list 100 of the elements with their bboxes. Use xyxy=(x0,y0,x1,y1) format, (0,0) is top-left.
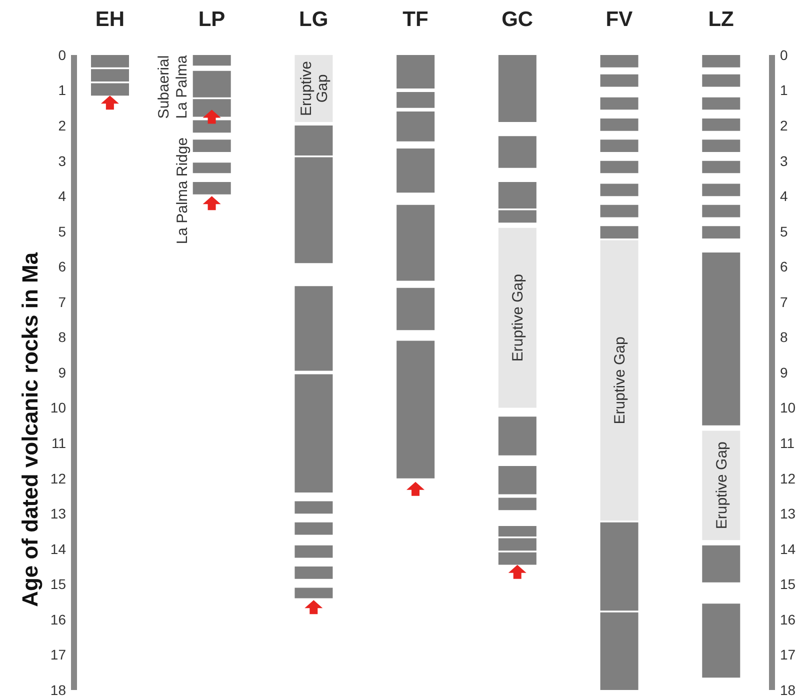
bar xyxy=(702,604,740,678)
bar xyxy=(498,416,536,456)
bar xyxy=(192,182,231,194)
y-tick-label: 13 xyxy=(50,506,66,522)
bar xyxy=(702,140,740,152)
y2-tick-label: 2 xyxy=(780,118,788,134)
y2-tick-label: 9 xyxy=(780,364,788,380)
bar xyxy=(498,55,536,122)
bar xyxy=(702,226,740,238)
bar xyxy=(702,55,740,68)
bar xyxy=(396,148,435,193)
bar xyxy=(294,545,333,558)
y2-tick-label: 7 xyxy=(780,294,788,310)
bar xyxy=(396,111,435,142)
bar xyxy=(294,566,333,579)
y-tick-label: 14 xyxy=(50,540,66,557)
y-tick-label: 11 xyxy=(51,435,66,452)
y2-tick-label: 10 xyxy=(780,400,796,416)
bar xyxy=(498,136,536,168)
y2-tick-label: 12 xyxy=(780,470,796,486)
bar xyxy=(702,545,740,582)
y2-tick-label: 15 xyxy=(780,576,796,592)
bar xyxy=(702,97,740,110)
y-tick-label: 18 xyxy=(50,682,66,698)
y-tick-label: 4 xyxy=(58,188,66,204)
y-tick-label: 5 xyxy=(58,223,66,240)
y-tick-label: 10 xyxy=(50,400,66,416)
y2-tick-label: 14 xyxy=(780,540,796,557)
x-tick-label: LP xyxy=(198,8,226,31)
bar xyxy=(192,120,231,133)
bar xyxy=(702,184,740,196)
bar xyxy=(192,162,231,174)
y-tick-label: 7 xyxy=(58,294,66,310)
bar xyxy=(702,204,740,218)
bar xyxy=(498,538,536,551)
bar xyxy=(600,184,638,196)
bar xyxy=(498,228,536,408)
y2-tick-label: 4 xyxy=(780,188,788,204)
y-tick-label: 15 xyxy=(50,576,66,592)
bar xyxy=(600,160,638,174)
bar xyxy=(294,157,333,264)
annotation: Subaerial La Palma xyxy=(155,54,190,119)
bar xyxy=(600,240,638,521)
y-tick-label: 2 xyxy=(58,118,66,134)
y-tick-label: 16 xyxy=(50,611,66,628)
bar xyxy=(702,252,740,426)
bar xyxy=(600,74,638,87)
x-tick-label: GC xyxy=(502,8,534,31)
bar xyxy=(294,126,333,156)
bar xyxy=(702,118,740,131)
y2-tick-label: 1 xyxy=(780,82,788,98)
y2-tick-label: 13 xyxy=(780,506,796,522)
bar xyxy=(498,498,536,510)
bar xyxy=(702,430,740,540)
y2-tick-label: 5 xyxy=(780,223,788,240)
bar xyxy=(498,466,536,494)
bar xyxy=(192,140,231,152)
bar xyxy=(600,97,638,110)
data-label: Eruptive Gap xyxy=(612,336,629,424)
bar xyxy=(294,588,333,598)
x-tick-label: TF xyxy=(402,8,428,31)
data-label: Eruptive Gap xyxy=(510,274,527,362)
bar xyxy=(600,140,638,152)
bar xyxy=(498,552,536,565)
y-tick-label: 0 xyxy=(58,46,66,63)
bar xyxy=(702,74,740,87)
y-tick-label: 9 xyxy=(58,364,66,380)
bar xyxy=(294,501,333,514)
bar xyxy=(600,612,638,690)
bar xyxy=(396,204,435,281)
annotation: La Palma Ridge xyxy=(174,137,192,244)
x-tick-label: LG xyxy=(299,8,328,31)
bar xyxy=(600,55,638,68)
y-tick-label: 8 xyxy=(58,329,66,346)
bar xyxy=(396,288,435,330)
x-tick-label: FV xyxy=(606,8,633,31)
y-axis-title: Age of dated volcanic rocks in Ma xyxy=(18,252,43,607)
y2-tick-label: 17 xyxy=(780,646,796,663)
bar xyxy=(600,204,638,218)
bar xyxy=(294,286,333,371)
bar xyxy=(702,160,740,174)
y2-tick-label: 18 xyxy=(780,682,796,698)
y-tick-label: 3 xyxy=(58,152,66,169)
y2-tick-label: 3 xyxy=(780,152,788,169)
bar xyxy=(396,92,435,108)
data-label: Eruptive Gap xyxy=(298,61,331,116)
y2-tick-label: 16 xyxy=(780,611,796,628)
y2-tick-label: 0 xyxy=(780,46,788,63)
bar xyxy=(600,118,638,131)
y-tick-label: 12 xyxy=(50,470,66,486)
bar xyxy=(498,526,536,537)
bar xyxy=(396,340,435,478)
bar xyxy=(294,374,333,492)
y2-tick-label: 11 xyxy=(780,435,795,452)
bar xyxy=(396,55,435,89)
x-tick-label: EH xyxy=(95,8,125,31)
bar xyxy=(600,522,638,611)
y2-tick-label: 8 xyxy=(780,329,788,346)
data-label: Eruptive Gap xyxy=(713,442,730,530)
y-tick-label: 17 xyxy=(50,646,66,663)
